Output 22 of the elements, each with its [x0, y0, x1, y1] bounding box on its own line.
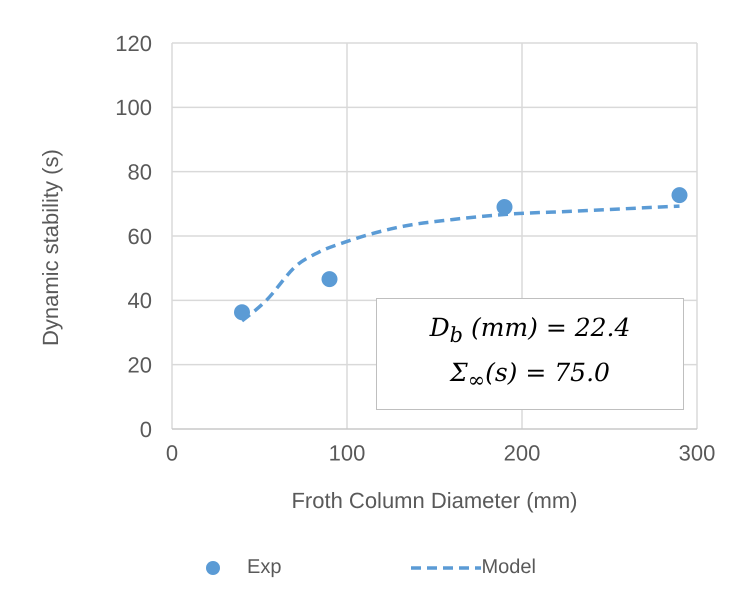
annotation: Σ$_{∞}$(s) = 75.0	[448, 357, 611, 394]
x-tick-label: 300	[678, 440, 716, 466]
y-tick-label: 120	[115, 30, 152, 56]
point	[234, 304, 250, 320]
point	[322, 271, 338, 288]
legend-label: Exp	[247, 556, 282, 579]
y-tick-label: 40	[128, 288, 152, 314]
x-tick-label: 0	[166, 440, 178, 466]
y-tick-label: 0	[140, 416, 152, 442]
text-box: D$_{b}$ (mm) = 22.4 Σ$_{∞}$(s) = 75.0	[376, 298, 684, 410]
point	[496, 199, 512, 216]
point	[672, 187, 688, 204]
x-tick-label: 200	[504, 440, 540, 466]
annotation: D$_{b}$ (mm) = 22.4	[428, 312, 632, 349]
y-axis-title: Dynamic stability (s)	[38, 149, 63, 346]
x-tick-label: 100	[328, 440, 366, 466]
y-tick-label: 60	[128, 224, 152, 249]
y-tick-label: 20	[128, 352, 152, 378]
x-axis-title: Froth Column Diameter (mm)	[291, 488, 578, 513]
legend-label: Model	[481, 556, 536, 579]
y-tick-label: 100	[115, 95, 152, 120]
y-tick-label: 80	[128, 159, 152, 184]
